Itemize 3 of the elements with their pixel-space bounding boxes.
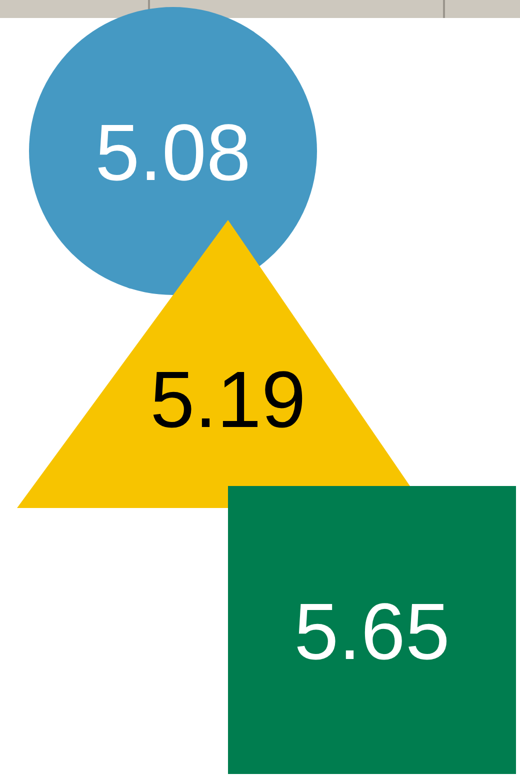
data-label: 5.19 — [150, 354, 306, 444]
data-label: 5.65 — [294, 586, 450, 676]
data-label: 5.08 — [95, 108, 251, 197]
